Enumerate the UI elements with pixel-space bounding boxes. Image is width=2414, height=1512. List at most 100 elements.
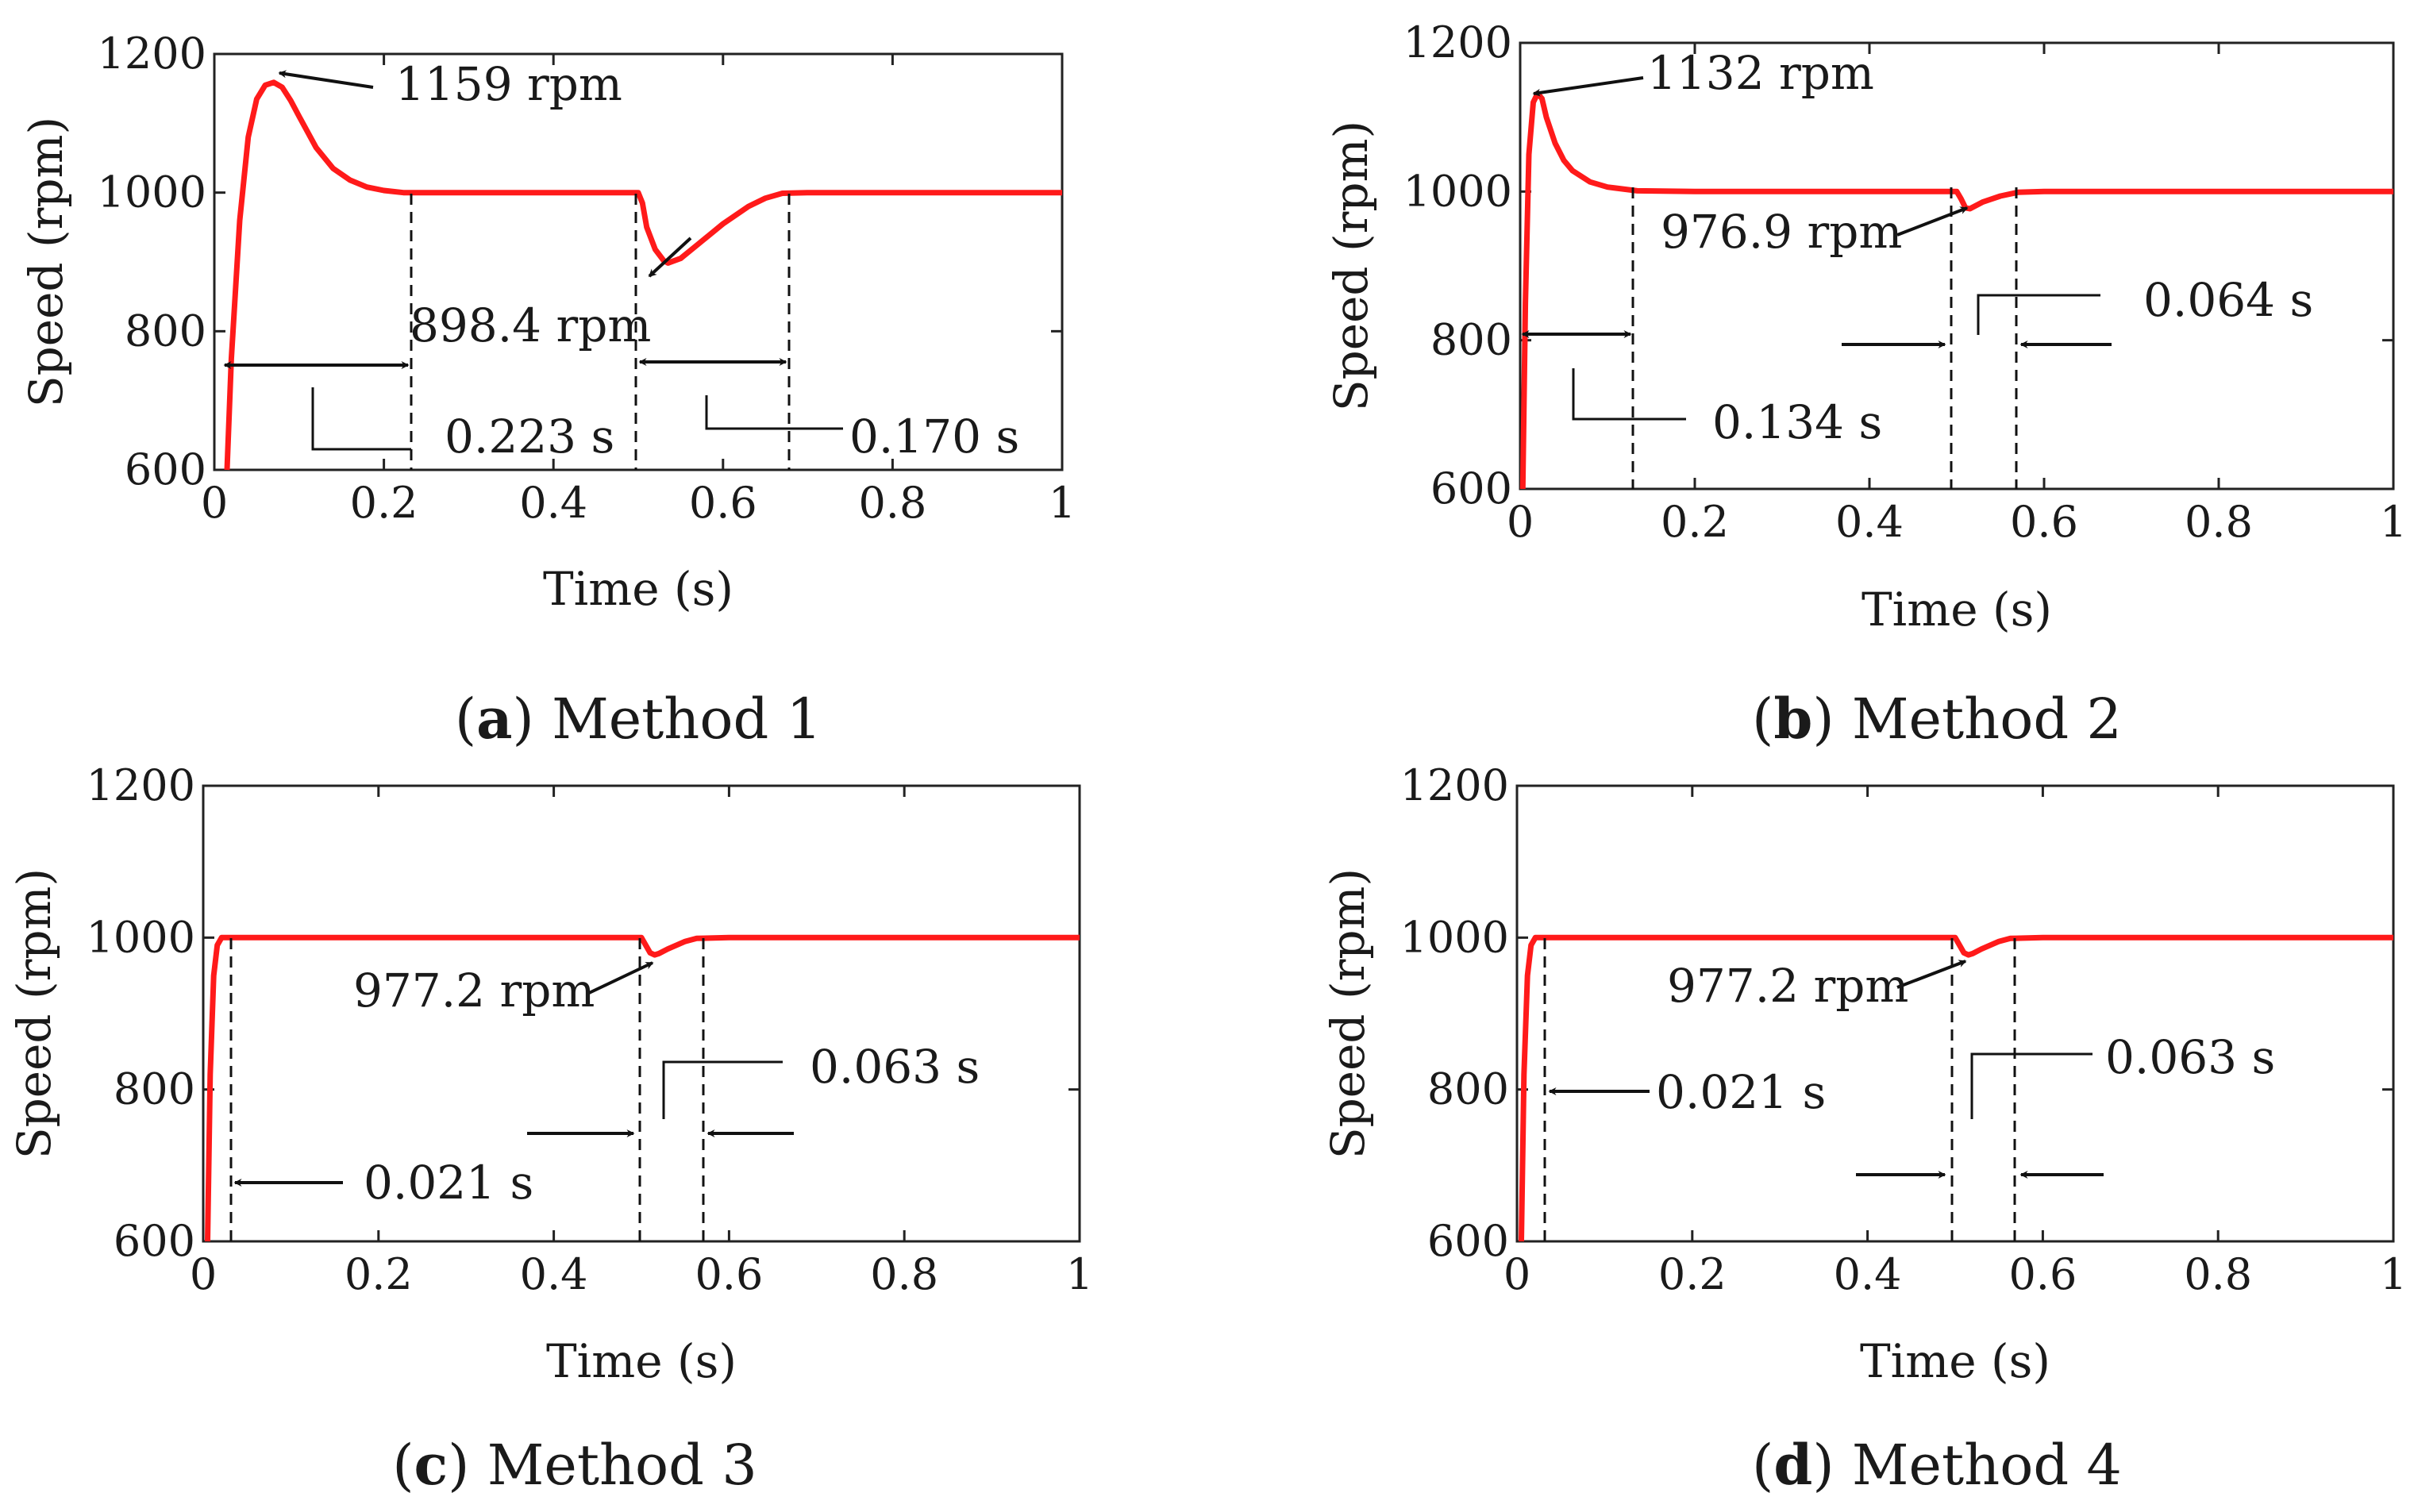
x-axis-label-a: Time (s) [543,562,733,616]
caption-b: (b) Method 2 [1752,686,2122,752]
x-tick-label-a-1: 1 [1049,478,1076,528]
panel-d: 0 0.2 0.4 0.6 0.8 1 600 800 1000 1200 Time (s) S… [1321,760,2407,1498]
t2-label-b: 0.064 s [2143,273,2313,327]
x-axis-label-c: Time (s) [546,1334,737,1388]
x-tick-label-a-0-6: 0.6 [689,478,757,528]
x-tick-label-b-1: 1 [2380,497,2407,547]
x-tick-label-d-1: 1 [2380,1249,2407,1299]
x-tick-label-b-0: 0 [1507,497,1534,547]
caption-letter-a: a [476,686,512,752]
x-tick-label-a-0-4: 0.4 [519,478,587,528]
peak-label-a: 1159 rpm [395,57,622,111]
plot-frame-c [202,784,1081,1243]
peak-arrow-a [278,70,374,89]
y-tick-label-c-1200: 1200 [87,760,195,810]
t1-label-b: 0.134 s [1712,395,1882,449]
dip-label-c: 977.2 rpm [353,964,595,1018]
x-tick-label-d-0-2: 0.2 [1658,1249,1727,1299]
t2-leader-a [705,395,843,430]
y-ticks-d: 600 800 1000 1200 [1400,760,2393,1266]
caption-d: (d) Method 4 [1752,1432,2122,1498]
x-ticks-c: 0 0.2 0.4 0.6 0.8 1 [190,786,1093,1299]
y-tick-label-b-600: 600 [1430,464,1512,514]
x-tick-label-c-1: 1 [1066,1249,1093,1299]
panel-a: 0 0.2 0.4 0.6 0.8 1 600 800 1000 1200 Time (s) S… [19,29,1076,752]
x-tick-label-a-0-8: 0.8 [858,478,926,528]
dip-arrow-d [1896,960,1967,989]
caption-a: (a) Method 1 [455,686,822,752]
t1-label-c: 0.021 s [364,1156,533,1210]
y-axis-label-d: Speed (rpm) [1321,868,1375,1159]
x-tick-label-b-0-8: 0.8 [2185,497,2253,547]
y-tick-label-d-600: 600 [1427,1216,1509,1266]
x-tick-label-c-0-2: 0.2 [345,1249,413,1299]
x-tick-label-b-0-4: 0.4 [1835,497,1904,547]
y-axis-label-c: Speed (rpm) [7,868,61,1159]
y-axis-label-a: Speed (rpm) [19,117,73,407]
t2-label-c: 0.063 s [810,1040,980,1094]
caption-text-b: Method 2 [1852,687,2122,752]
t2-leader-d [1970,1052,2093,1119]
panel-b: 0 0.2 0.4 0.6 0.8 1 600 800 1000 1200 Time (s) S… [1324,17,2407,752]
caption-c: (c) Method 3 [392,1432,757,1498]
peak-label-b: 1132 rpm [1647,46,1874,100]
x-tick-label-c-0-6: 0.6 [695,1249,763,1299]
t1-label-d: 0.021 s [1656,1065,1826,1119]
x-tick-label-b-0-6: 0.6 [2010,497,2078,547]
x-tick-label-d-0-6: 0.6 [2008,1249,2077,1299]
y-ticks-c: 600 800 1000 1200 [87,760,1080,1266]
y-tick-label-b-1000: 1000 [1403,166,1512,216]
speed-series-line-c [205,934,1080,1242]
x-tick-label-d-0: 0 [1503,1249,1530,1299]
plot-frame-b [1519,41,2395,491]
y-ticks-a: 600 800 1000 1200 [98,29,1062,494]
dip-arrow-b [1896,206,1969,237]
y-tick-label-a-1200: 1200 [98,29,206,79]
y-axis-label-b: Speed (rpm) [1324,121,1378,411]
caption-text-c: Method 3 [487,1433,757,1498]
x-ticks-a: 0 0.2 0.4 0.6 0.8 1 [201,54,1076,528]
y-tick-label-a-600: 600 [125,444,206,494]
x-tick-label-d-0-4: 0.4 [1834,1249,1902,1299]
y-tick-label-c-600: 600 [114,1216,195,1266]
t2-label-a: 0.170 s [849,410,1019,464]
caption-letter-d: d [1773,1432,1812,1498]
dip-label-a: 898.4 rpm [410,298,651,352]
dip-label-d: 977.2 rpm [1667,959,1908,1013]
panel-c: 0 0.2 0.4 0.6 0.8 1 600 800 1000 1200 Time (s) S… [7,760,1093,1498]
x-tick-label-d-0-8: 0.8 [2184,1249,2252,1299]
y-tick-label-d-800: 800 [1427,1064,1509,1114]
y-tick-label-d-1200: 1200 [1400,760,1509,810]
speed-series-line-d [1519,934,2393,1242]
x-tick-label-c-0-8: 0.8 [870,1249,938,1299]
t1-leader-b [1572,368,1686,421]
y-tick-label-c-800: 800 [114,1064,195,1114]
caption-text-d: Method 4 [1852,1433,2122,1498]
speed-series-line-b [1519,90,2393,490]
x-ticks-d: 0 0.2 0.4 0.6 0.8 1 [1503,786,2407,1299]
dip-arrow-a [648,237,692,278]
y-tick-label-b-1200: 1200 [1403,17,1512,67]
x-tick-label-a-0-2: 0.2 [350,478,418,528]
y-ticks-b: 600 800 1000 1200 [1403,17,2393,514]
caption-letter-c: c [414,1432,449,1498]
y-tick-label-c-1000: 1000 [87,912,195,962]
peak-arrow-b [1532,76,1644,97]
plot-frame-a [213,52,1064,471]
x-tick-label-b-0-2: 0.2 [1661,497,1729,547]
t2-label-d: 0.063 s [2105,1030,2275,1084]
t1-leader-a [311,387,411,451]
t1-label-a: 0.223 s [445,410,614,464]
x-axis-label-d: Time (s) [1860,1334,2050,1388]
x-axis-label-b: Time (s) [1862,583,2052,637]
plot-frame-d [1515,784,2395,1243]
dip-arrow-c [587,961,654,995]
t2-leader-b [1977,294,2100,335]
caption-text-a: Method 1 [552,687,822,752]
speed-series-line-a [224,79,1062,471]
y-tick-label-d-1000: 1000 [1400,912,1509,962]
x-tick-label-c-0: 0 [190,1249,217,1299]
dip-label-b: 976.9 rpm [1661,205,1902,259]
y-tick-label-a-1000: 1000 [98,167,206,217]
